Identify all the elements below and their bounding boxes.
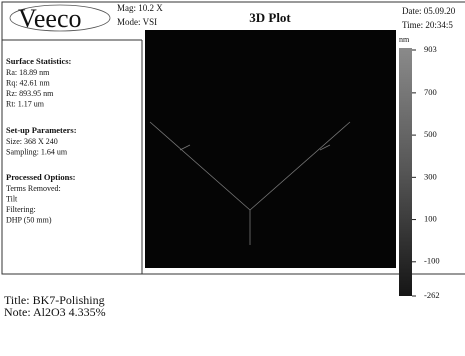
section-item: Rz: 893.95 nm: [6, 89, 54, 98]
colorbar-tick-label: 100: [424, 214, 437, 224]
colorbar-tick-label: -100: [424, 256, 440, 266]
mode: Mode: VSI: [117, 17, 157, 27]
section-item: Terms Removed:: [6, 184, 61, 193]
report: Veeco Mag: 10.2 X Mode: VSI 3D Plot Date…: [0, 0, 465, 356]
colorbar-tick-label: 700: [424, 87, 437, 97]
section-item: Ra: 18.89 nm: [6, 68, 50, 77]
date: Date: 05.09.20: [402, 6, 456, 16]
plot-title: 3D Plot: [249, 10, 291, 25]
page: Veeco Mag: 10.2 X Mode: VSI 3D Plot Date…: [0, 0, 465, 356]
colorbar-unit: nm: [399, 35, 410, 44]
colorbar-tick-label: 300: [424, 171, 437, 181]
colorbar-tick-label: -262: [424, 290, 440, 300]
section-heading: Processed Options:: [6, 172, 76, 182]
section-item: Tilt: [6, 194, 18, 203]
section-item: Filtering:: [6, 205, 36, 214]
section-heading: Surface Statistics:: [6, 56, 72, 66]
section-item: DHP (50 mm): [6, 215, 52, 224]
colorbar-tick-label: 500: [424, 129, 437, 139]
colorbar: [399, 48, 412, 296]
section-item: Rt: 1.17 um: [6, 99, 45, 108]
section-item: Sampling: 1.64 um: [6, 147, 68, 156]
mag: Mag: 10.2 X: [117, 3, 163, 13]
section-heading: Set-up Parameters:: [6, 125, 77, 135]
section-item: Size: 368 X 240: [6, 137, 58, 146]
colorbar-tick-label: 903: [424, 44, 437, 54]
footer-note: Note: Al2O3 4.335%: [4, 305, 106, 319]
logo: Veeco: [18, 4, 82, 33]
section-item: Rq: 42.61 nm: [6, 78, 51, 87]
time: Time: 20:34:5: [402, 20, 453, 30]
